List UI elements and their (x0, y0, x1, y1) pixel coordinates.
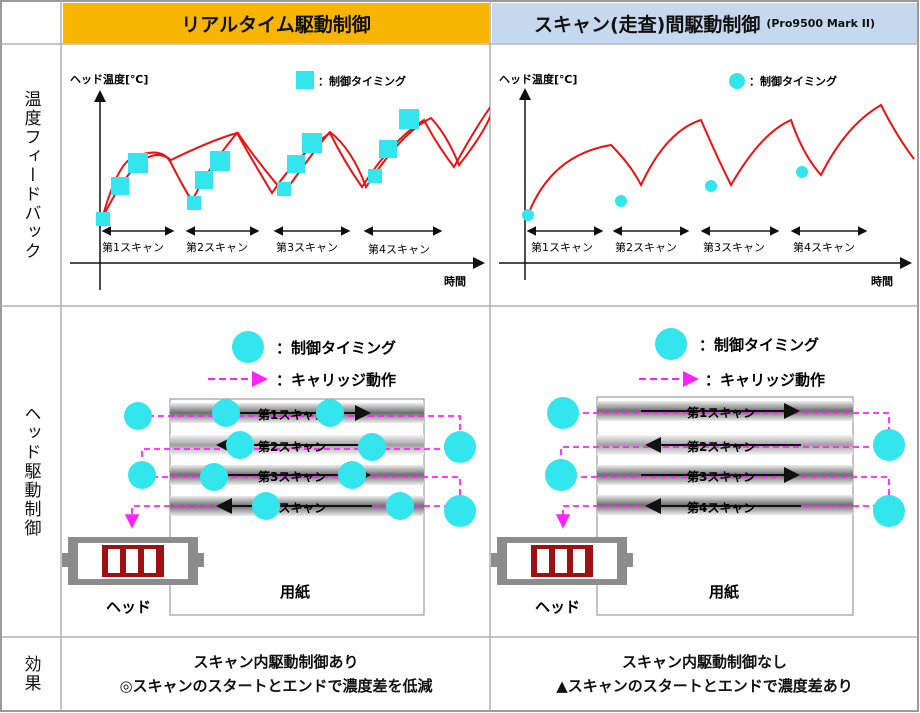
temperature-graph-realtime: ヘッド温度[℃] 時間 ：制御タイミング 第1スキャン 第2スキャン (70, 71, 490, 290)
control-timing-circles (545, 397, 905, 527)
legend-circle-marker (729, 73, 745, 89)
effect-realtime-line1: スキャン内駆動制御あり (193, 653, 359, 671)
scan-label-4: 第4スキャン (793, 240, 855, 254)
paper-label: 用紙 (709, 583, 739, 601)
carriage-path (132, 415, 461, 525)
legend-label: ：制御タイミング (318, 74, 406, 88)
drive-scan-label-3: 第3スキャン (687, 469, 755, 484)
header-interscan-model: (Pro9500 Mark II) (766, 16, 876, 30)
row-label-temperature: 温度フィードバック (20, 89, 41, 261)
drive-scan-label-3: 第3スキャン (258, 469, 326, 484)
scan-label-1: 第1スキャン (102, 240, 164, 254)
header-interscan-label: スキャン(走査)間駆動制御 (533, 13, 761, 36)
legend-timing-marker (232, 331, 264, 363)
head-drive-interscan: ：制御タイミング ：キャリッジ動作 用紙 第1スキャン 第2スキャン 第3スキャ… (491, 328, 905, 616)
legend-carriage-label: ：キャリッジ動作 (705, 371, 825, 389)
legend-timing-label: ：制御タイミング (276, 339, 396, 357)
temperature-curve (527, 103, 915, 216)
drive-scan-label-1: 第1スキャン (687, 405, 755, 420)
temperature-graph-interscan: ヘッド温度[℃] 時間 ：制御タイミング 第1スキャン 第2スキャン 第3スキャ… (499, 72, 915, 288)
legend-square-marker (296, 71, 314, 89)
effect-interscan-line1: スキャン内駆動制御なし (621, 653, 787, 671)
header-interscan: スキャン(走査)間駆動制御 (Pro9500 Mark II) (492, 3, 917, 43)
head-label: ヘッド (106, 598, 151, 616)
scan-label-1: 第1スキャン (531, 240, 593, 254)
row-label-head-drive: ヘッド駆動制御 (20, 405, 41, 538)
head-label: ヘッド (535, 598, 580, 616)
header-realtime-label: リアルタイム駆動制御 (181, 13, 371, 36)
effect-realtime: スキャン内駆動制御あり ◎スキャンのスタートとエンドで濃度差を低減 (63, 638, 489, 710)
legend-label: ：制御タイミング (749, 74, 837, 88)
row-label-effect: 効果 (20, 655, 41, 693)
x-axis-label: 時間 (871, 274, 893, 288)
drive-scan-label-2: 第2スキャン (258, 439, 326, 454)
carriage-path (561, 412, 890, 525)
y-axis-label: ヘッド温度[℃] (499, 72, 577, 86)
temperature-curve (101, 114, 490, 220)
drive-scan-label-4: 第4スキャン (687, 500, 755, 515)
scan-label-3: 第3スキャン (276, 240, 338, 254)
effect-realtime-line2: ◎スキャンのスタートとエンドで濃度差を低減 (119, 677, 433, 695)
control-timing-markers (522, 166, 808, 221)
effect-interscan-line2: ▲スキャンのスタートとエンドで濃度差あり (556, 677, 853, 695)
head-drive-realtime: ：制御タイミング ：キャリッジ動作 用紙 第1スキャン 第2スキャン 第3スキャ… (62, 331, 476, 616)
scan-label-3: 第3スキャン (703, 240, 765, 254)
header-realtime: リアルタイム駆動制御 (63, 3, 489, 43)
y-axis-label: ヘッド温度[℃] (70, 72, 148, 86)
drive-scan-label-1: 第1スキャン (258, 407, 326, 422)
scan-label-2: 第2スキャン (186, 240, 248, 254)
print-head (491, 537, 633, 585)
x-axis-label: 時間 (444, 274, 466, 288)
drive-scan-label-2: 第2スキャン (687, 439, 755, 454)
legend-timing-marker (655, 328, 687, 360)
legend-carriage-label: ：キャリッジ動作 (276, 371, 396, 389)
scan-label-4: 第4スキャン (368, 242, 430, 256)
print-head (62, 537, 204, 585)
control-timing-markers (96, 109, 419, 226)
scan-label-2: 第2スキャン (615, 240, 677, 254)
effect-interscan: スキャン内駆動制御なし ▲スキャンのスタートとエンドで濃度差あり (492, 638, 917, 710)
control-timing-circles (124, 399, 476, 527)
paper-label: 用紙 (280, 583, 310, 601)
legend-timing-label: ：制御タイミング (699, 336, 819, 354)
